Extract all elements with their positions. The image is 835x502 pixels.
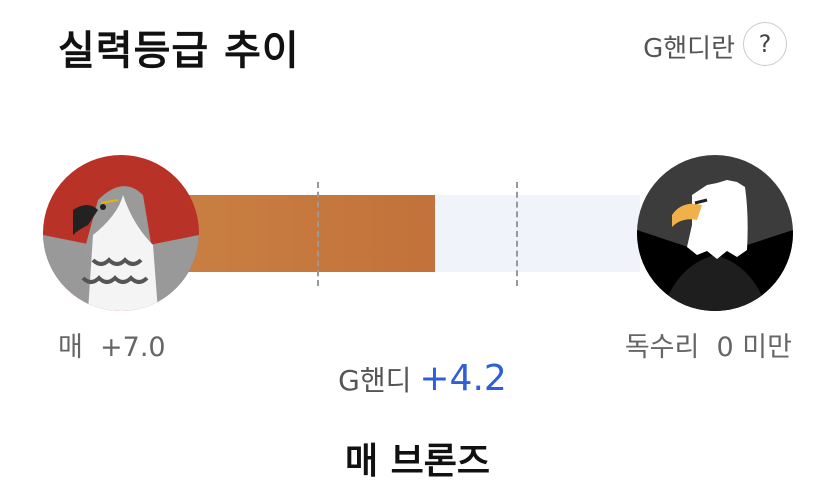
question-icon[interactable]: ?	[743, 22, 787, 66]
end-grade-value: 0 미만	[716, 332, 792, 363]
hawk-icon	[43, 155, 199, 311]
end-grade-label: 독수리 0 미만	[625, 325, 792, 364]
divider-line	[317, 182, 319, 286]
start-grade-label: 매 +7.0	[58, 325, 166, 364]
progress-fill	[185, 195, 436, 272]
start-grade-name: 매	[58, 332, 83, 363]
divider-line	[516, 182, 518, 286]
end-grade-name: 독수리	[624, 332, 700, 363]
start-grade-value: +7.0	[100, 332, 166, 363]
eagle-icon	[637, 155, 793, 311]
help-link[interactable]: G핸디란	[643, 34, 735, 64]
ghandi-label: G핸디	[338, 364, 412, 397]
ghandi-readout: G핸디 +4.2	[0, 358, 835, 399]
page-title: 실력등급 추이	[58, 28, 300, 74]
current-grade: 매 브론즈	[344, 441, 490, 482]
ghandi-value: +4.2	[419, 358, 507, 399]
